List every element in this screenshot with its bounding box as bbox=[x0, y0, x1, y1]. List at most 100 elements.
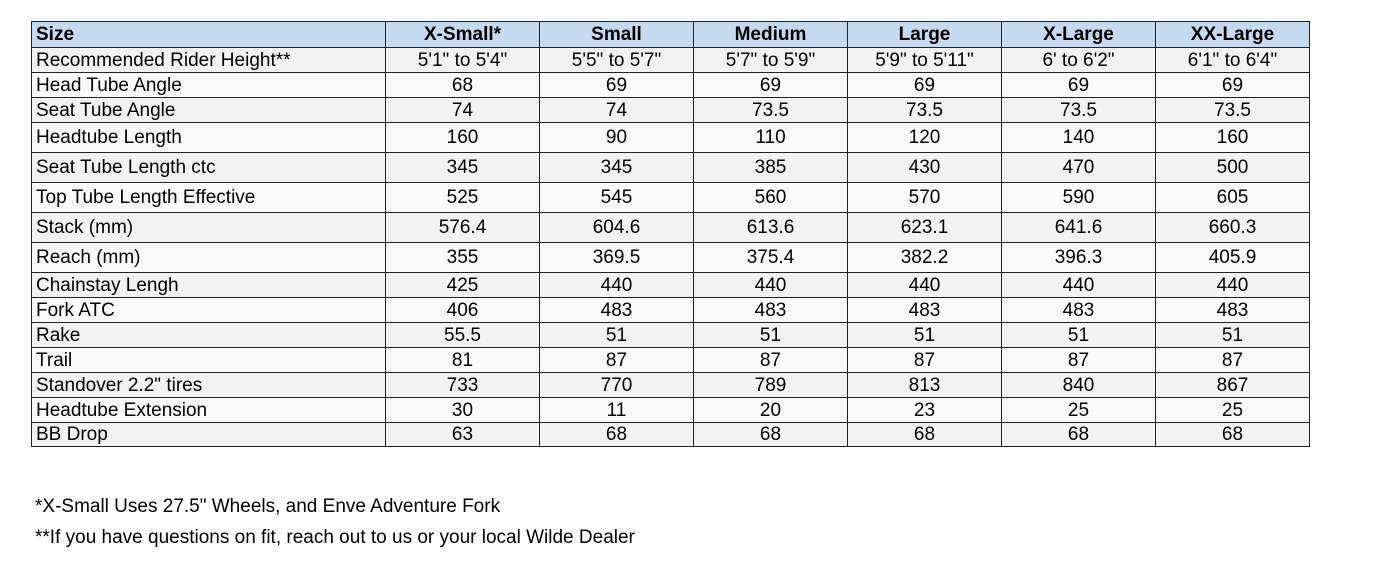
cell: 483 bbox=[847, 297, 1002, 323]
cell: 604.6 bbox=[539, 212, 694, 243]
row-label: Recommended Rider Height** bbox=[31, 47, 386, 73]
cell: 20 bbox=[693, 397, 848, 423]
table-row: Headtube Extension 30 11 20 23 25 25 bbox=[31, 397, 1310, 423]
cell: 470 bbox=[1001, 152, 1156, 183]
cell: 51 bbox=[693, 322, 848, 348]
cell: 51 bbox=[847, 322, 1002, 348]
cell: 440 bbox=[1155, 272, 1310, 298]
cell: 73.5 bbox=[693, 97, 848, 123]
cell: 382.2 bbox=[847, 242, 1002, 273]
footnote: **If you have questions on fit, reach ou… bbox=[35, 527, 635, 548]
row-label: Head Tube Angle bbox=[31, 72, 386, 98]
cell: 63 bbox=[385, 422, 540, 447]
cell: 6'1" to 6'4" bbox=[1155, 47, 1310, 73]
cell: 813 bbox=[847, 372, 1002, 398]
cell: 68 bbox=[1155, 422, 1310, 447]
table-row: Reach (mm) 355 369.5 375.4 382.2 396.3 405.9 bbox=[31, 242, 1310, 273]
table-row: Head Tube Angle 68 69 69 69 69 69 bbox=[31, 72, 1310, 98]
cell: 68 bbox=[693, 422, 848, 447]
cell: 68 bbox=[385, 72, 540, 98]
cell: 613.6 bbox=[693, 212, 848, 243]
row-label: Seat Tube Length ctc bbox=[31, 152, 386, 183]
cell: 483 bbox=[1001, 297, 1156, 323]
cell: 69 bbox=[693, 72, 848, 98]
header-cell: Small bbox=[539, 21, 694, 48]
cell: 641.6 bbox=[1001, 212, 1156, 243]
cell: 6' to 6'2" bbox=[1001, 47, 1156, 73]
header-cell: Large bbox=[847, 21, 1002, 48]
cell: 430 bbox=[847, 152, 1002, 183]
cell: 68 bbox=[1001, 422, 1156, 447]
cell: 545 bbox=[539, 182, 694, 213]
row-label: Fork ATC bbox=[31, 297, 386, 323]
header-row: Size X-Small* Small Medium Large X-Large XX-La… bbox=[31, 21, 1310, 48]
cell: 140 bbox=[1001, 122, 1156, 153]
cell: 500 bbox=[1155, 152, 1310, 183]
cell: 483 bbox=[1155, 297, 1310, 323]
cell: 525 bbox=[385, 182, 540, 213]
cell: 406 bbox=[385, 297, 540, 323]
cell: 25 bbox=[1001, 397, 1156, 423]
header-cell: XX-Large bbox=[1155, 21, 1310, 48]
row-label: Chainstay Lengh bbox=[31, 272, 386, 298]
cell: 789 bbox=[693, 372, 848, 398]
row-label: Reach (mm) bbox=[31, 242, 386, 273]
cell: 375.4 bbox=[693, 242, 848, 273]
table-row: Headtube Length 160 90 110 120 140 160 bbox=[31, 122, 1310, 153]
cell: 55.5 bbox=[385, 322, 540, 348]
table-row: Fork ATC 406 483 483 483 483 483 bbox=[31, 297, 1310, 323]
cell: 770 bbox=[539, 372, 694, 398]
row-label: Headtube Extension bbox=[31, 397, 386, 423]
cell: 396.3 bbox=[1001, 242, 1156, 273]
cell: 120 bbox=[847, 122, 1002, 153]
cell: 73.5 bbox=[847, 97, 1002, 123]
cell: 440 bbox=[693, 272, 848, 298]
cell: 160 bbox=[385, 122, 540, 153]
cell: 483 bbox=[693, 297, 848, 323]
table-row: Standover 2.2" tires 733 770 789 813 840 867 bbox=[31, 372, 1310, 398]
header-cell: Size bbox=[31, 21, 386, 48]
cell: 385 bbox=[693, 152, 848, 183]
cell: 623.1 bbox=[847, 212, 1002, 243]
cell: 605 bbox=[1155, 182, 1310, 213]
cell: 69 bbox=[1155, 72, 1310, 98]
cell: 87 bbox=[539, 347, 694, 373]
cell: 11 bbox=[539, 397, 694, 423]
header-cell: X-Small* bbox=[385, 21, 540, 48]
row-label: Rake bbox=[31, 322, 386, 348]
table-row: Seat Tube Angle 74 74 73.5 73.5 73.5 73.5 bbox=[31, 97, 1310, 123]
cell: 68 bbox=[539, 422, 694, 447]
cell: 5'9" to 5'11" bbox=[847, 47, 1002, 73]
row-label: Stack (mm) bbox=[31, 212, 386, 243]
cell: 570 bbox=[847, 182, 1002, 213]
cell: 23 bbox=[847, 397, 1002, 423]
cell: 345 bbox=[539, 152, 694, 183]
table-row: Chainstay Lengh 425 440 440 440 440 440 bbox=[31, 272, 1310, 298]
cell: 5'7" to 5'9" bbox=[693, 47, 848, 73]
cell: 440 bbox=[847, 272, 1002, 298]
cell: 5'5" to 5'7" bbox=[539, 47, 694, 73]
row-label: Trail bbox=[31, 347, 386, 373]
cell: 867 bbox=[1155, 372, 1310, 398]
cell: 440 bbox=[1001, 272, 1156, 298]
cell: 51 bbox=[539, 322, 694, 348]
cell: 590 bbox=[1001, 182, 1156, 213]
table-row: Rake 55.5 51 51 51 51 51 bbox=[31, 322, 1310, 348]
row-label: Standover 2.2" tires bbox=[31, 372, 386, 398]
cell: 51 bbox=[1001, 322, 1156, 348]
row-label: Headtube Length bbox=[31, 122, 386, 153]
table-row: Stack (mm) 576.4 604.6 613.6 623.1 641.6 660.3 bbox=[31, 212, 1310, 243]
cell: 355 bbox=[385, 242, 540, 273]
cell: 345 bbox=[385, 152, 540, 183]
row-label: Top Tube Length Effective bbox=[31, 182, 386, 213]
cell: 5'1" to 5'4" bbox=[385, 47, 540, 73]
cell: 74 bbox=[385, 97, 540, 123]
cell: 87 bbox=[1155, 347, 1310, 373]
table-row: BB Drop 63 68 68 68 68 68 bbox=[31, 422, 1310, 447]
cell: 73.5 bbox=[1155, 97, 1310, 123]
cell: 87 bbox=[1001, 347, 1156, 373]
cell: 576.4 bbox=[385, 212, 540, 243]
cell: 51 bbox=[1155, 322, 1310, 348]
cell: 425 bbox=[385, 272, 540, 298]
